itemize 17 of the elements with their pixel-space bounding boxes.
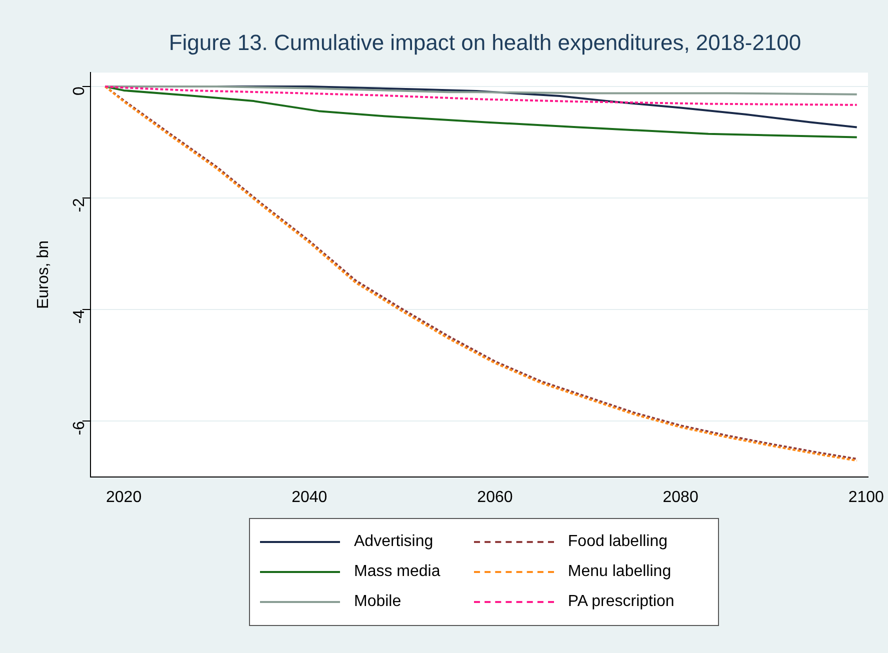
y-tick-label: -2 (70, 198, 88, 212)
y-axis-title: Euros, bn (35, 240, 52, 309)
y-tick-label: 0 (70, 86, 88, 96)
legend-label: Food labelling (568, 533, 668, 551)
x-tick-label: 2080 (662, 488, 698, 506)
legend-label: Menu labelling (568, 563, 672, 581)
y-tick-label: -4 (70, 309, 88, 324)
legend-label: PA prescription (568, 593, 674, 611)
x-tick-label: 2020 (106, 488, 142, 506)
chart-title: Figure 13. Cumulative impact on health expenditures, 2018-2100 (168, 30, 802, 56)
legend-label: Advertising (354, 533, 434, 551)
x-tick-label: 2060 (477, 488, 513, 506)
y-tick-label: -6 (70, 420, 88, 436)
x-tick-label: 2100 (848, 488, 884, 506)
x-tick-label: 2040 (292, 488, 328, 506)
legend-label: Mass media (354, 563, 440, 581)
legend-label: Mobile (354, 593, 402, 611)
